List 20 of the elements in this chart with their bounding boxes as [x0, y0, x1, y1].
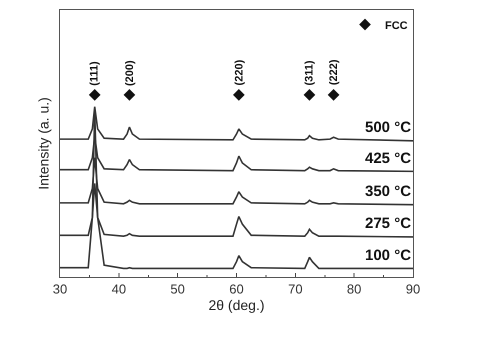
x-tick-label: 50	[170, 282, 185, 297]
series-label: 100 °C	[365, 247, 412, 264]
series-label: 275 °C	[365, 215, 412, 232]
x-tick-label: 70	[288, 282, 303, 297]
series-label: 425 °C	[365, 150, 412, 167]
annotation: (220)	[233, 59, 246, 86]
annotation: (222)	[328, 59, 340, 86]
legend-label: FCC	[385, 20, 408, 32]
series-label: 500 °C	[365, 119, 412, 136]
annotation: (200)	[124, 60, 136, 86]
x-tick-label: 80	[346, 282, 362, 297]
x-tick-label: 90	[406, 282, 420, 297]
annotation: (311)	[303, 60, 316, 86]
x-tick-label: 60	[229, 282, 244, 297]
annotation: (111)	[88, 61, 101, 86]
series-label: 350 °C	[365, 183, 412, 200]
x-tick-label: 30	[52, 282, 68, 297]
x-tick-label: 40	[112, 282, 126, 297]
x-axis-title: 2θ (deg.)	[208, 296, 265, 313]
y-axis-title: Intensity (a. u.)	[36, 97, 52, 190]
